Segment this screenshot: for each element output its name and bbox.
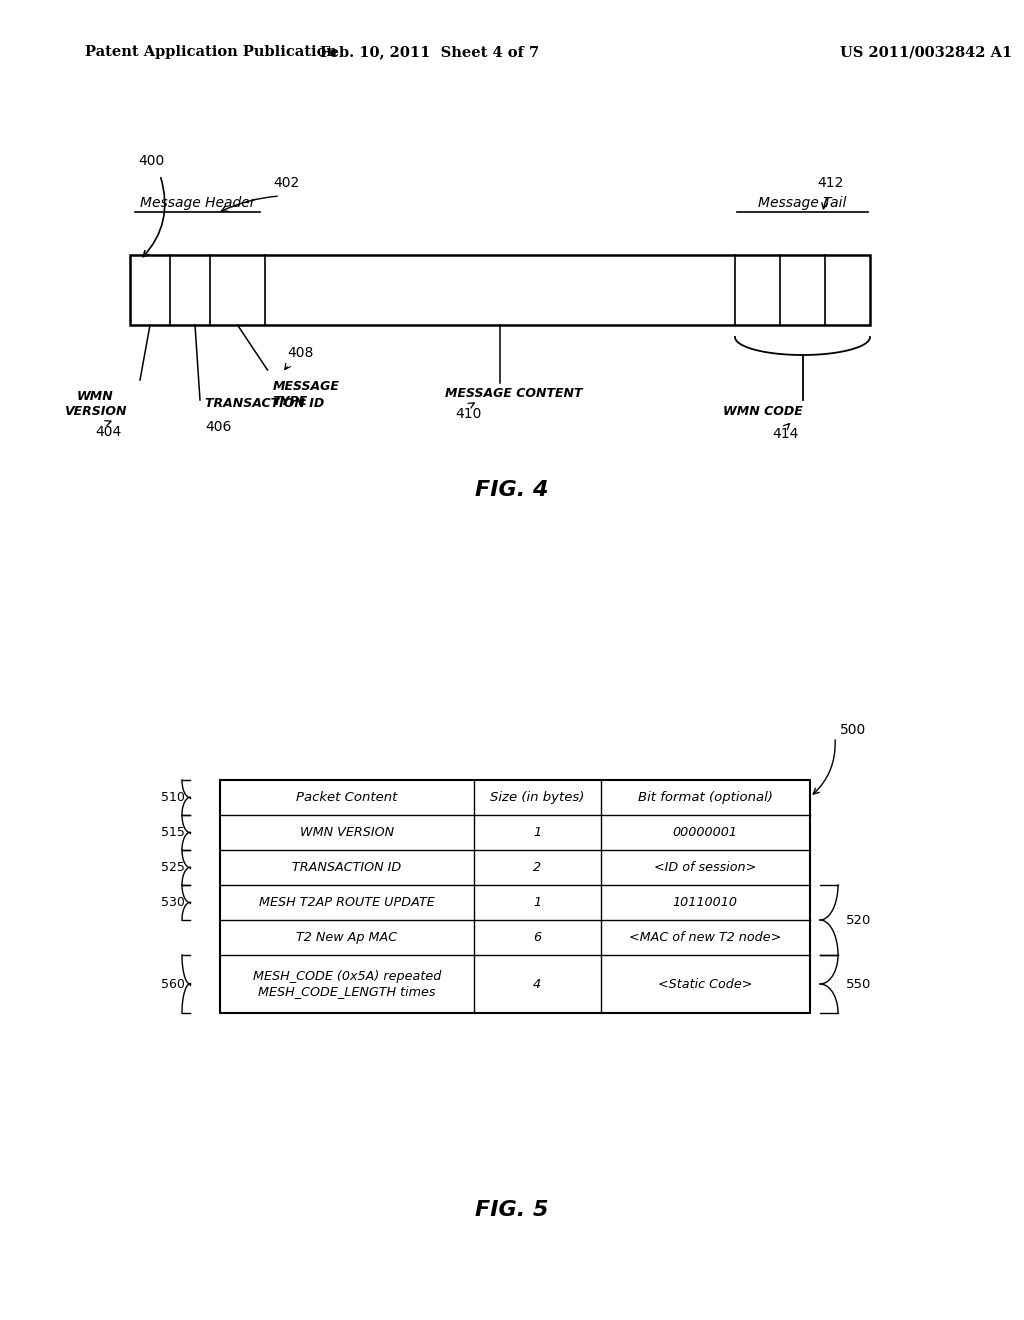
Text: 2: 2 bbox=[534, 861, 542, 874]
Text: Size (in bytes): Size (in bytes) bbox=[489, 791, 585, 804]
Text: 500: 500 bbox=[840, 723, 866, 737]
Text: 1: 1 bbox=[534, 826, 542, 840]
Text: WMN VERSION: WMN VERSION bbox=[300, 826, 394, 840]
Text: 510: 510 bbox=[161, 791, 185, 804]
Text: 515: 515 bbox=[161, 826, 185, 840]
Text: 10110010: 10110010 bbox=[673, 896, 737, 909]
Text: 406: 406 bbox=[205, 420, 231, 434]
Text: Message Tail: Message Tail bbox=[759, 195, 847, 210]
Text: 550: 550 bbox=[846, 978, 871, 990]
Text: TRANSACTION ID: TRANSACTION ID bbox=[205, 397, 325, 411]
Text: 560: 560 bbox=[161, 978, 185, 990]
Text: MESSAGE
TYPE: MESSAGE TYPE bbox=[272, 380, 339, 408]
Text: <Static Code>: <Static Code> bbox=[658, 978, 753, 990]
Text: MESH_CODE (0x5A) repeated
MESH_CODE_LENGTH times: MESH_CODE (0x5A) repeated MESH_CODE_LENG… bbox=[253, 970, 441, 998]
Text: 00000001: 00000001 bbox=[673, 826, 737, 840]
Bar bbox=[220, 780, 810, 1012]
Text: 520: 520 bbox=[846, 913, 871, 927]
Text: 530: 530 bbox=[161, 896, 185, 909]
Text: 400: 400 bbox=[138, 154, 164, 168]
Text: 410: 410 bbox=[455, 407, 481, 421]
Text: US 2011/0032842 A1: US 2011/0032842 A1 bbox=[840, 45, 1013, 59]
Text: 404: 404 bbox=[95, 425, 121, 440]
Text: <MAC of new T2 node>: <MAC of new T2 node> bbox=[629, 931, 781, 944]
Text: 408: 408 bbox=[288, 346, 314, 360]
Text: Packet Content: Packet Content bbox=[296, 791, 397, 804]
Text: TRANSACTION ID: TRANSACTION ID bbox=[292, 861, 401, 874]
Text: 6: 6 bbox=[534, 931, 542, 944]
Text: FIG. 4: FIG. 4 bbox=[475, 480, 549, 500]
Text: 402: 402 bbox=[273, 176, 299, 190]
Text: FIG. 5: FIG. 5 bbox=[475, 1200, 549, 1220]
Bar bbox=[130, 255, 870, 325]
Text: MESH T2AP ROUTE UPDATE: MESH T2AP ROUTE UPDATE bbox=[259, 896, 435, 909]
Text: 412: 412 bbox=[817, 176, 844, 190]
Text: WMN
VERSION: WMN VERSION bbox=[63, 389, 126, 418]
Text: Patent Application Publication: Patent Application Publication bbox=[85, 45, 337, 59]
Text: MESSAGE CONTENT: MESSAGE CONTENT bbox=[445, 387, 583, 400]
Text: Feb. 10, 2011  Sheet 4 of 7: Feb. 10, 2011 Sheet 4 of 7 bbox=[321, 45, 540, 59]
Text: Message Header: Message Header bbox=[139, 195, 255, 210]
Text: WMN CODE: WMN CODE bbox=[723, 405, 803, 418]
Text: 525: 525 bbox=[161, 861, 185, 874]
Text: 414: 414 bbox=[772, 426, 799, 441]
Text: <ID of session>: <ID of session> bbox=[654, 861, 757, 874]
Text: Bit format (optional): Bit format (optional) bbox=[638, 791, 773, 804]
Text: 4: 4 bbox=[534, 978, 542, 990]
Text: 1: 1 bbox=[534, 896, 542, 909]
Text: T2 New Ap MAC: T2 New Ap MAC bbox=[296, 931, 397, 944]
